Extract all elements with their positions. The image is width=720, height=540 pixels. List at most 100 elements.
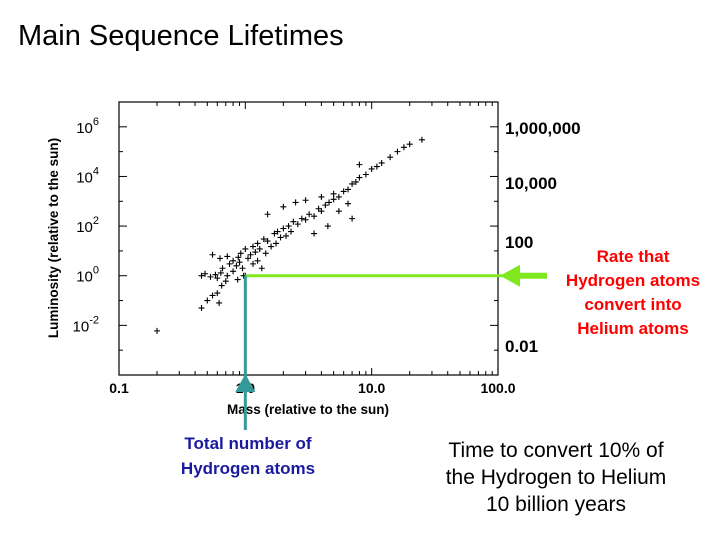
y-tick-exponent: 4 (93, 165, 99, 177)
rate-line-3: convert into (584, 295, 682, 314)
data-point (345, 200, 352, 207)
data-point (258, 265, 265, 272)
y-tick-exponent: 6 (93, 116, 99, 128)
y-tick-base: 10 (73, 318, 90, 335)
slide-title: Main Sequence Lifetimes (18, 20, 344, 52)
data-point (262, 250, 269, 257)
data-point (214, 275, 221, 282)
data-point (264, 211, 271, 218)
data-point (318, 208, 325, 215)
rate-annotation: Rate that Hydrogen atoms convert into He… (552, 245, 714, 341)
y-tick-exponent: 0 (93, 265, 99, 277)
y-tick-base: 10 (76, 169, 93, 186)
data-point (209, 251, 216, 258)
data-point (394, 148, 401, 155)
data-point (260, 236, 267, 243)
data-point (224, 253, 231, 260)
data-point (288, 228, 295, 235)
data-point (234, 276, 241, 283)
time-line-2: the Hydrogen to Helium (445, 466, 667, 489)
data-point (387, 154, 394, 161)
data-point (230, 268, 237, 275)
data-point (239, 265, 246, 272)
total-line-1: Total number of (184, 434, 312, 453)
x-tick-label: 10.0 (358, 380, 385, 396)
data-point (242, 245, 249, 252)
y-tick-label: 106 (76, 116, 99, 137)
y-tick-exponent: 2 (93, 215, 99, 227)
data-point (207, 273, 214, 280)
rate-line-2: Hydrogen atoms (565, 271, 701, 290)
data-point (271, 230, 278, 237)
right-label-0.01: 0.01 (505, 337, 539, 356)
data-point (356, 174, 363, 181)
data-point (250, 260, 257, 267)
data-point (318, 193, 325, 200)
data-point (254, 240, 261, 247)
data-point (306, 211, 313, 218)
data-point (217, 269, 224, 276)
data-point (335, 208, 342, 215)
data-point (247, 251, 254, 258)
right-label-10000: 10,000 (505, 174, 557, 193)
data-point (292, 199, 299, 206)
y-tick-label: 100 (76, 265, 99, 286)
y-axis-label: Luminosity (relative to the sun) (46, 138, 61, 338)
data-point (218, 282, 225, 289)
data-point (154, 327, 161, 334)
time-line-3: 10 billion years (485, 493, 627, 516)
data-point (233, 262, 240, 269)
data-point (330, 190, 337, 197)
data-point (330, 196, 337, 203)
plot-frame (118, 101, 499, 376)
data-point (349, 215, 356, 222)
total-line-2: Hydrogen atoms (180, 459, 316, 478)
data-point (368, 165, 375, 172)
rate-line-1: Rate that (596, 247, 670, 266)
data-point (198, 272, 205, 279)
time-line-1: Time to convert 10% of (448, 439, 664, 462)
data-point (349, 180, 356, 187)
annotation-arrows (235, 264, 547, 430)
y-tick-base: 10 (76, 269, 93, 286)
total-annotation: Total number of Hydrogen atoms (160, 431, 336, 481)
data-point (302, 216, 309, 223)
data-point (406, 141, 413, 148)
data-point (356, 161, 363, 168)
data-point (340, 188, 347, 195)
data-point (216, 299, 223, 306)
data-point (326, 199, 333, 206)
right-label-100: 100 (505, 233, 534, 252)
data-point (216, 255, 223, 262)
data-point (311, 213, 318, 220)
y-tick-exponent: -2 (89, 314, 99, 326)
data-points (154, 136, 425, 334)
time-note: Time to convert 10% of the Hydrogen to H… (410, 437, 702, 518)
data-point (373, 163, 380, 170)
data-point (345, 186, 352, 193)
data-point (273, 240, 280, 247)
data-point (418, 136, 425, 143)
teal-arrow-head (235, 374, 256, 392)
y-tick-label: 104 (76, 165, 99, 186)
data-point (322, 202, 329, 209)
data-point (202, 270, 209, 277)
y-tick-base: 10 (76, 120, 93, 137)
data-point (230, 257, 237, 264)
data-point (236, 259, 243, 266)
x-tick-label: 0.1 (109, 380, 129, 396)
data-point (283, 232, 290, 239)
data-point (335, 193, 342, 200)
data-point (268, 243, 275, 250)
data-point (280, 225, 287, 232)
data-point (252, 249, 259, 256)
y-tick-label: 10-2 (73, 314, 99, 335)
data-point (224, 272, 231, 279)
data-point (204, 297, 211, 304)
data-point (274, 228, 281, 235)
data-point (285, 223, 292, 230)
data-point (294, 221, 301, 228)
right-label-1000000: 1,000,000 (505, 119, 581, 138)
